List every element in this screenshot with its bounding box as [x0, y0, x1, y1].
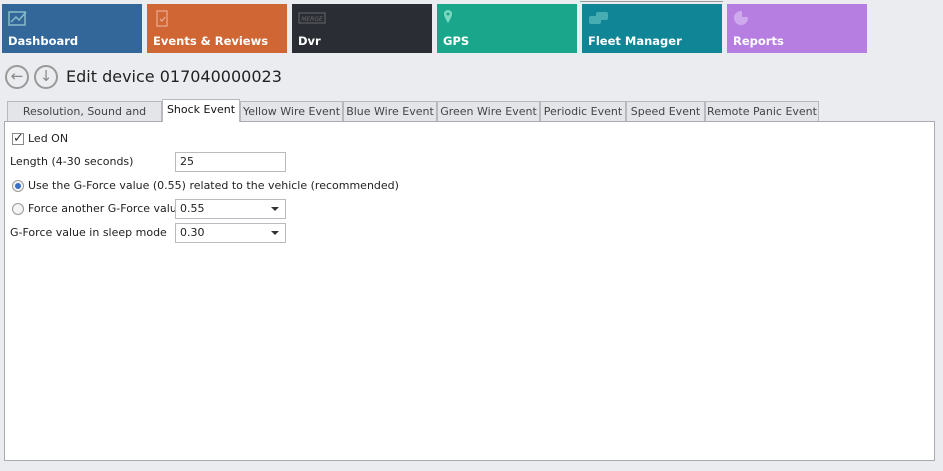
- tile-label: Fleet Manager: [588, 34, 682, 48]
- tile-dvr[interactable]: MERGE Dvr: [292, 4, 432, 53]
- sleep-gforce-value: 0.30: [180, 226, 205, 239]
- active-tile-indicator: [580, 1, 723, 2]
- radio-force-label: Force another G-Force value: [28, 202, 184, 215]
- tab-shock-event[interactable]: Shock Event: [162, 99, 240, 122]
- cars-icon: [589, 12, 608, 24]
- tile-dashboard[interactable]: Dashboard: [2, 4, 142, 53]
- radio-recommended-gforce[interactable]: [12, 180, 24, 192]
- tab-remote-panic-event[interactable]: Remote Panic Event: [705, 101, 819, 122]
- page-title: Edit device 017040000023: [66, 67, 282, 86]
- tile-label: Events & Reviews: [153, 34, 269, 48]
- tile-label: Dvr: [298, 34, 321, 48]
- down-button[interactable]: ↓: [34, 65, 58, 89]
- chevron-down-icon: [271, 207, 279, 211]
- pie-chart-icon: [734, 10, 749, 25]
- force-gforce-value: 0.55: [180, 202, 205, 215]
- tab-periodic-event[interactable]: Periodic Event: [540, 101, 626, 122]
- tab-speed-event[interactable]: Speed Event: [626, 101, 705, 122]
- led-on-checkbox[interactable]: ✓: [12, 131, 24, 146]
- dvr-logo-icon: MERGE: [298, 12, 326, 24]
- tile-gps[interactable]: GPS: [437, 4, 577, 53]
- radio-force-gforce[interactable]: [12, 203, 24, 215]
- chevron-down-icon: [271, 231, 279, 235]
- chart-line-icon: [8, 11, 27, 26]
- sleep-gforce-select[interactable]: 0.30: [175, 223, 286, 243]
- map-pin-icon: [444, 10, 452, 23]
- clipboard-check-icon: [156, 10, 168, 27]
- tab-yellow-wire-event[interactable]: Yellow Wire Event: [240, 101, 343, 122]
- tile-fleet-manager[interactable]: Fleet Manager: [582, 4, 722, 53]
- tab-blue-wire-event[interactable]: Blue Wire Event: [343, 101, 437, 122]
- checkmark-icon: ✓: [13, 131, 24, 146]
- tile-reports[interactable]: Reports: [727, 4, 867, 53]
- tile-label: Dashboard: [8, 34, 79, 48]
- back-button[interactable]: ←: [5, 65, 29, 89]
- sleep-gforce-label: G-Force value in sleep mode: [10, 226, 167, 239]
- led-on-label: Led ON: [28, 132, 69, 145]
- tile-events-reviews[interactable]: Events & Reviews: [147, 4, 287, 53]
- length-label: Length (4-30 seconds): [10, 155, 134, 168]
- tab-green-wire-event[interactable]: Green Wire Event: [437, 101, 540, 122]
- force-gforce-select[interactable]: 0.55: [175, 199, 286, 219]
- svg-text:MERGE: MERGE: [301, 16, 323, 23]
- length-input[interactable]: 25: [175, 152, 286, 172]
- arrow-left-icon: ←: [10, 67, 24, 85]
- tab-resolution-sound-sleep[interactable]: Resolution, Sound and Sleep: [7, 101, 162, 138]
- arrow-down-icon: ↓: [39, 67, 53, 85]
- shock-event-panel: [4, 121, 935, 461]
- tile-label: Reports: [733, 34, 784, 48]
- tile-label: GPS: [443, 34, 470, 48]
- radio-recommended-label: Use the G-Force value (0.55) related to …: [28, 179, 399, 192]
